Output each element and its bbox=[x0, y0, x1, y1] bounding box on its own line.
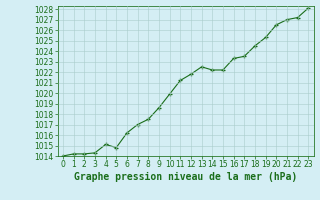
X-axis label: Graphe pression niveau de la mer (hPa): Graphe pression niveau de la mer (hPa) bbox=[74, 172, 297, 182]
